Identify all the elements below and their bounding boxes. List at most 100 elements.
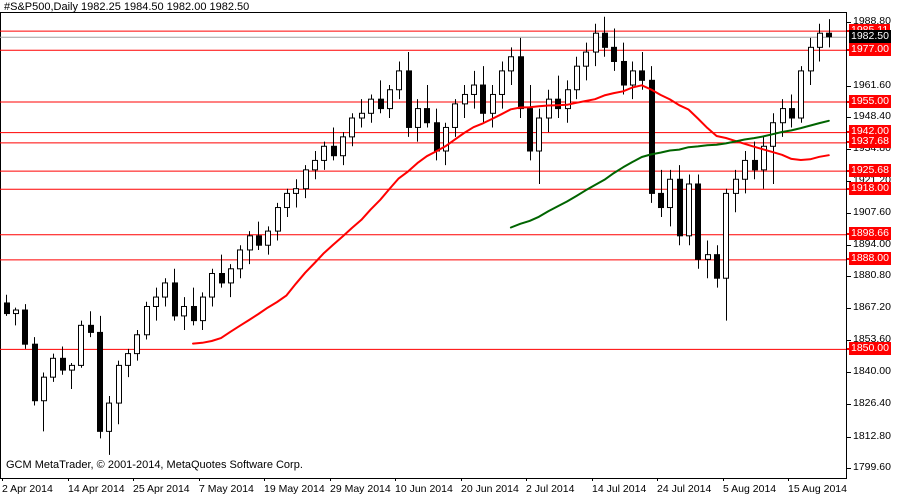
candlestick (686, 174, 692, 246)
price-tick (847, 308, 851, 309)
candlestick (22, 304, 28, 349)
price-tick (847, 276, 851, 277)
candlestick (695, 174, 701, 269)
level-marker (847, 258, 850, 260)
candlestick (116, 360, 122, 425)
time-tick-label: 14 Apr 2014 (68, 483, 125, 495)
candlestick (200, 292, 206, 331)
candlestick (153, 287, 159, 321)
candlestick (508, 47, 514, 86)
level-marker (847, 141, 850, 143)
candlestick (583, 42, 589, 81)
time-tick (395, 478, 396, 481)
price-tick-label: 1988.80 (853, 15, 891, 27)
level-price-label[interactable]: 1918.00 (849, 182, 891, 195)
copyright-footer: GCM MetaTrader, © 2001-2014, MetaQuotes … (6, 459, 303, 471)
candlestick (723, 188, 729, 321)
price-axis-line (846, 12, 847, 478)
candlestick (106, 396, 112, 455)
level-marker (847, 101, 850, 103)
level-price-label[interactable]: 1888.00 (849, 252, 891, 265)
price-tick (847, 437, 851, 438)
price-tick-label: 1812.80 (853, 430, 891, 442)
candlestick (536, 108, 542, 184)
time-scale[interactable]: 2 Apr 2014 14 Apr 2014 25 Apr 2014 7 May 20… (0, 478, 847, 500)
time-tick (723, 478, 724, 481)
candlestick (471, 70, 477, 109)
candlestick (378, 80, 384, 114)
time-tick (592, 478, 593, 481)
candlestick (462, 85, 468, 119)
candlestick (134, 330, 140, 361)
candlestick (406, 52, 412, 137)
candlestick (284, 188, 290, 217)
time-axis-line (0, 478, 847, 479)
candlestick (808, 37, 814, 86)
candlestick (321, 141, 327, 170)
candlestick (565, 80, 571, 123)
level-price-label[interactable]: 1850.00 (849, 342, 891, 355)
candlestick (219, 254, 225, 288)
level-price-label[interactable]: 1942.00 (849, 125, 891, 138)
price-tick-label: 1826.40 (853, 397, 891, 409)
candlestick (630, 61, 636, 100)
candlestick (443, 122, 449, 166)
candlestick (658, 169, 664, 217)
candlestick (396, 61, 402, 100)
chart-plot-area[interactable] (0, 12, 846, 478)
time-tick-label: 7 May 2014 (199, 483, 254, 495)
candlestick (293, 179, 299, 208)
moving-average-slow-line (509, 119, 830, 229)
candlestick (780, 99, 786, 137)
candlestick (714, 245, 720, 288)
time-tick-label: 2 Apr 2014 (2, 483, 53, 495)
level-price-label[interactable]: 1898.66 (849, 227, 891, 240)
time-tick-label: 25 Apr 2014 (133, 483, 190, 495)
level-price-label[interactable]: 1925.68 (849, 164, 891, 177)
price-tick (847, 117, 851, 118)
candlestick (574, 56, 580, 100)
price-tick (847, 468, 851, 469)
price-tick-label: 1840.00 (853, 365, 891, 377)
time-tick (330, 478, 331, 481)
price-scale[interactable]: 1988.80 1961.60 1948.40 1934.80 1921.20 1907.… (847, 0, 900, 500)
candlestick (144, 301, 150, 340)
price-tick (847, 22, 851, 23)
candlestick (424, 85, 430, 128)
price-tick (847, 181, 851, 182)
level-marker (847, 30, 850, 32)
time-tick-label: 20 Jun 2014 (461, 483, 519, 495)
time-tick-label: 10 Jun 2014 (395, 483, 453, 495)
candlestick (13, 307, 19, 326)
time-tick-label: 29 May 2014 (330, 483, 391, 495)
candlestick (789, 94, 795, 128)
candlestick (256, 221, 262, 250)
moving-average-fast-line (192, 84, 830, 345)
price-tick-label: 1921.20 (853, 174, 891, 186)
candlestick (303, 165, 309, 199)
candlestick (621, 42, 627, 95)
level-marker (847, 170, 850, 172)
candlestick (826, 19, 832, 48)
time-tick-label: 14 Jul 2014 (592, 483, 647, 495)
price-tick (847, 245, 851, 246)
candlestick (331, 127, 337, 161)
candlestick (546, 89, 552, 133)
candlestick (237, 245, 243, 279)
price-tick (847, 372, 851, 373)
level-price-label[interactable]: 1937.68 (849, 135, 891, 148)
price-tick (847, 404, 851, 405)
price-tick-label: 1799.60 (853, 461, 891, 473)
time-tick (461, 478, 462, 481)
candlestick (770, 113, 776, 184)
candlestick (518, 37, 524, 119)
candlestick (349, 113, 355, 147)
level-price-label[interactable]: 1955.00 (849, 95, 891, 108)
price-tick-label: 1894.00 (853, 238, 891, 250)
candlestick (490, 85, 496, 128)
candlestick (32, 337, 38, 406)
level-price-label[interactable]: 1977.00 (849, 43, 891, 56)
candlestick (312, 150, 318, 180)
candlestick (677, 165, 683, 246)
level-marker (847, 233, 850, 235)
